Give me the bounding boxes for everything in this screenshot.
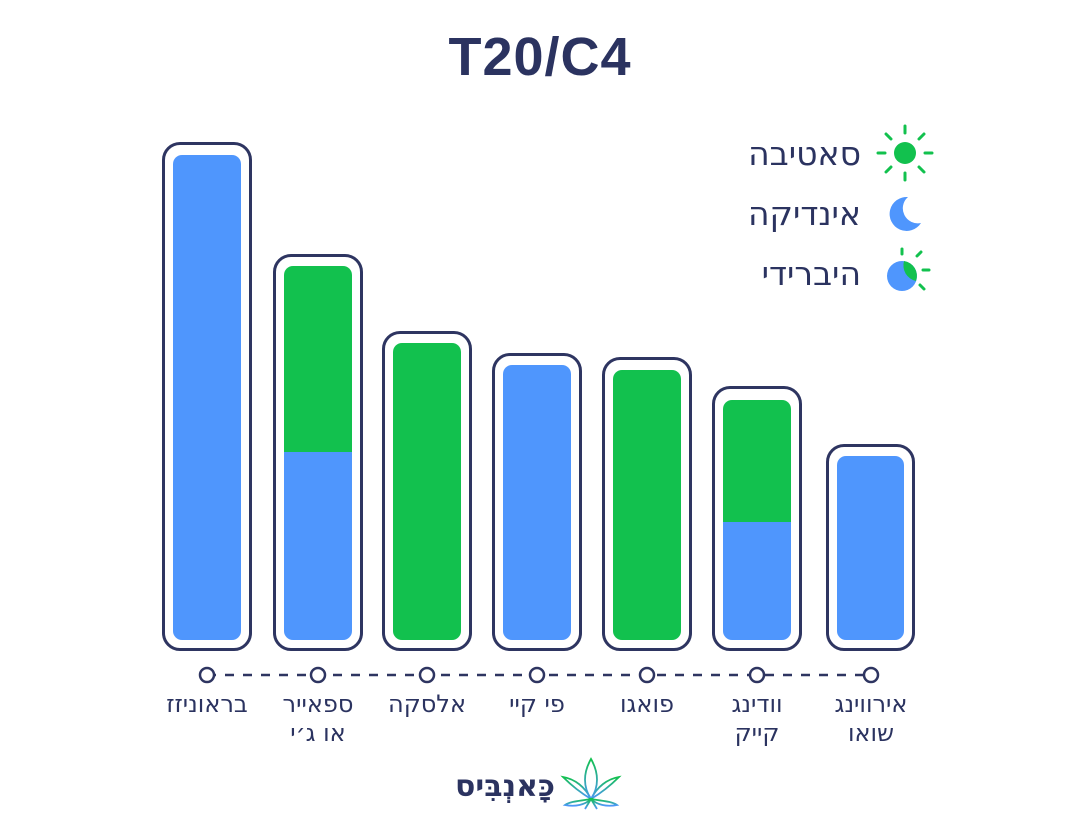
axis-marker (418, 666, 436, 684)
x-label: אלסקה (388, 690, 466, 718)
x-label: וודינג קייק (731, 690, 783, 747)
bar-segment-indica (503, 365, 571, 640)
bar-segment-sativa (284, 266, 352, 452)
brand-name: כָּאנְבִּיס (455, 768, 555, 804)
moon-icon (889, 196, 921, 231)
axis-marker (309, 666, 327, 684)
bar-segment-indica (723, 522, 791, 640)
bar-segment-sativa (613, 370, 681, 640)
cannabis-leaf-icon (560, 757, 622, 813)
axis-marker (638, 666, 656, 684)
legend-label: סאטיבה (748, 133, 861, 173)
legend-item-sativa: סאטיבה (748, 123, 935, 183)
x-label: פי קיי (509, 690, 565, 718)
axis-marker (198, 666, 216, 684)
axis-marker (748, 666, 766, 684)
x-label: אירווינג שואו (834, 690, 908, 747)
bar-segment-sativa (393, 343, 461, 640)
bar-wedding-cake (712, 386, 802, 651)
x-label: פואגו (620, 690, 674, 718)
bar-pk (492, 353, 582, 651)
x-label: בראוניזז (166, 690, 248, 718)
sun-icon (876, 124, 934, 182)
bar-alaska (382, 331, 472, 651)
half-sun-moon-icon (887, 247, 931, 291)
legend-item-hybrid: היברידי (748, 243, 935, 303)
bar-fuego (602, 357, 692, 651)
bar-irving-show (826, 444, 915, 651)
bar-segment-indica (173, 155, 241, 640)
bar-segment-sativa (723, 400, 791, 522)
brand-logo: כָּאנְבִּיס (455, 755, 623, 817)
axis-marker (862, 666, 880, 684)
legend-item-indica: אינדיקה (748, 183, 935, 243)
axis-marker (528, 666, 546, 684)
legend-label: היברידי (761, 253, 861, 293)
bar-browniez (162, 142, 252, 651)
x-label: ספאייר או ג׳י (282, 690, 354, 747)
bar-spire-og (273, 254, 363, 651)
x-axis (198, 666, 880, 684)
bar-segment-indica (284, 452, 352, 640)
legend: סאטיבה אינדיקה היברידי (748, 123, 935, 303)
chart-title: T20/C4 (448, 27, 632, 87)
legend-label: אינדיקה (747, 193, 861, 233)
bar-segment-indica (837, 456, 904, 640)
